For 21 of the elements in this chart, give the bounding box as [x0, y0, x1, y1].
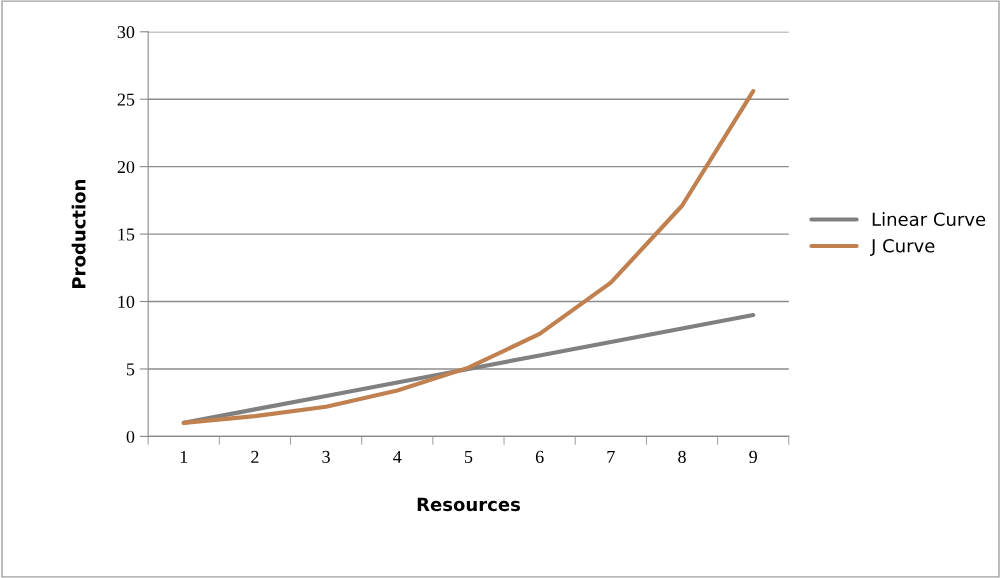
y-tick-label: 10	[118, 295, 135, 308]
x-tick-label: 5	[465, 450, 473, 463]
x-tick-label: 4	[393, 450, 402, 463]
x-tick-label: 9	[749, 450, 757, 463]
y-tick-label: 15	[118, 228, 135, 241]
x-tick-label: 7	[607, 450, 615, 463]
y-tick-label: 30	[117, 26, 135, 39]
y-tick-label: 0	[126, 430, 135, 443]
x-tick-label: 6	[535, 450, 544, 463]
x-tick-label: 2	[251, 450, 259, 463]
legend-label: Linear Curve	[872, 212, 986, 227]
line-series	[181, 89, 756, 425]
y-tick-label: 20	[117, 160, 135, 174]
x-tick-label: 1	[180, 450, 188, 463]
x-tick-label: 8	[678, 450, 686, 463]
x-tick-label: 3	[322, 450, 330, 463]
y-tick-label: 5	[126, 363, 135, 376]
y-axis-title: Production	[71, 179, 86, 288]
legend-label: J Curve	[870, 238, 935, 256]
x-axis-title: Resources	[417, 497, 520, 512]
y-tick-label: 25	[117, 93, 135, 106]
